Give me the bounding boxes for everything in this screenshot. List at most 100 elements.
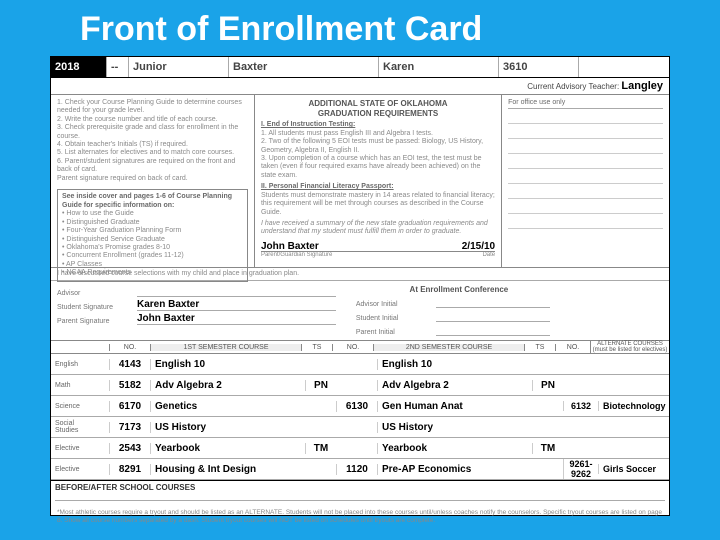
office-line [508,214,663,229]
alt-course: Biotechnology [598,401,669,411]
subject-label: Elective [51,445,109,452]
year-box: 2018 [51,57,107,77]
schedule-row: Social Studies7173US HistoryUS History [51,417,669,438]
page-title: Front of Enrollment Card [0,0,720,55]
office-lines [508,109,663,229]
conf-title: At Enrollment Conference [356,283,562,294]
pflp-body: Students must demonstrate mastery in 14 … [261,192,495,217]
ai-val [436,307,550,308]
subject-label: Social Studies [51,420,109,434]
schedule-row: Science6170Genetics6130Gen Human Anat613… [51,396,669,417]
office-label: For office use only [508,99,663,109]
pi-val [436,335,550,336]
alt-no: 6132 [563,401,598,411]
instruction-steps: 1. Check your Course Planning Guide to d… [57,99,248,183]
course-name-2: Gen Human Anat [377,401,532,412]
course-name-2: Yearbook [377,443,532,454]
course-name-1: Yearbook [150,443,305,454]
signatures-block: Advisor Student SignatureKaren Baxter Pa… [51,281,669,341]
course-no-1: 5182 [109,380,150,391]
col-alt: ALTERNATE COURSES (must be listed for el… [590,341,669,353]
parent2-sig-lbl: Parent Signature [57,318,137,325]
course-no-1: 4143 [109,359,150,370]
office-line [508,139,663,154]
mid-columns: 1. Check your Course Planning Guide to d… [51,95,669,268]
requirements-col: ADDITIONAL STATE OF OKLAHOMA GRADUATION … [255,95,502,267]
si-lbl: Student Initial [356,315,436,322]
parent-date: 2/15/10 [462,241,495,251]
parent-sig: John Baxter [261,241,319,251]
office-line [508,124,663,139]
course-no-1: 7173 [109,422,150,433]
schedule-row: Elective2543YearbookTMYearbookTM [51,438,669,459]
parent2-sig-val: John Baxter [137,313,336,325]
before-after-section: BEFORE/AFTER SCHOOL COURSES [51,480,669,507]
course-name-1: Adv Algebra 2 [150,380,305,391]
office-line [508,154,663,169]
schedule-row: Math5182Adv Algebra 2PNAdv Algebra 2PN [51,375,669,396]
ai-lbl: Advisor Initial [356,301,436,308]
parent-sig-label: Parent/Guardian Signature [261,252,332,260]
pflp-title: II. Personal Financial Literacy Passport… [261,183,495,192]
advisor-sig-val [137,296,336,297]
col-altno: NO. [555,344,590,351]
advisor-name: Langley [621,80,663,92]
course-no-2: 1120 [336,464,377,475]
eoi-title: I. End of Instruction Testing: [261,121,495,130]
schedule-row: English4143English 10English 10 [51,354,669,375]
course-no-1: 6170 [109,401,150,412]
state-req-title: ADDITIONAL STATE OF OKLAHOMA GRADUATION … [261,99,495,119]
course-no-1: 2543 [109,443,150,454]
course-name-1: US History [150,422,305,433]
advisor-sig-lbl: Advisor [57,290,137,297]
ts-2: PN [532,380,563,391]
advisor-label: Current Advisory Teacher: [527,82,619,91]
subject-label: Elective [51,466,109,473]
enrollment-card: 2018 -- Junior Baxter Karen 3610 Current… [50,56,670,516]
office-line [508,199,663,214]
office-line [508,109,663,124]
schedule-row: Elective8291Housing & Int Design 1120Pre-… [51,459,669,480]
course-name-1: English 10 [150,359,305,370]
ts-1: PN [305,380,336,391]
course-name-2: English 10 [377,359,532,370]
eoi-body: 1. All students must pass English III an… [261,130,495,180]
col-no2: NO. [332,344,373,351]
col-ts2: TS [524,344,555,351]
office-line [508,169,663,184]
id-box: 3610 [499,57,579,77]
schedule-body: English4143English 10English 10Math5182A… [51,354,669,480]
office-col: For office use only [502,95,669,267]
subject-label: Math [51,382,109,389]
pi-lbl: Parent Initial [356,329,436,336]
card-header-row: 2018 -- Junior Baxter Karen 3610 [51,57,669,78]
subject-label: Science [51,403,109,410]
alt-no: 9261-9262 [563,459,598,479]
dash-box: -- [107,57,129,77]
guide-box-items: • How to use the Guide • Distinguished G… [62,210,243,277]
course-no-1: 8291 [109,464,150,475]
instructions-col: 1. Check your Course Planning Guide to d… [51,95,255,267]
course-name-2: Adv Algebra 2 [377,380,532,391]
footnote: *Most athletic courses require a tryout … [51,507,669,527]
alt-course: Girls Soccer [598,464,669,474]
si-val [436,321,550,322]
subject-label: English [51,361,109,368]
col-no1: NO. [109,344,150,351]
student-sig-lbl: Student Signature [57,304,137,311]
ts-2: TM [532,443,563,454]
firstname-box: Karen [379,57,499,77]
guide-box-head: See inside cover and pages 1-6 of Course… [62,193,243,211]
col-ts1: TS [301,344,332,351]
student-sig-val: Karen Baxter [137,299,336,311]
office-line [508,184,663,199]
advisor-line: Current Advisory Teacher: Langley [51,78,669,95]
schedule-header: NO. 1ST SEMESTER COURSE TS NO. 2ND SEMES… [51,341,669,354]
course-name-1: Housing & Int Design [150,464,305,475]
course-name-2: Pre-AP Economics [377,464,532,475]
course-name-1: Genetics [150,401,305,412]
grade-box: Junior [129,57,229,77]
ts-1: TM [305,443,336,454]
col-sem1: 1ST SEMESTER COURSE [150,344,301,351]
ack-text: I have received a summary of the new sta… [261,220,495,237]
